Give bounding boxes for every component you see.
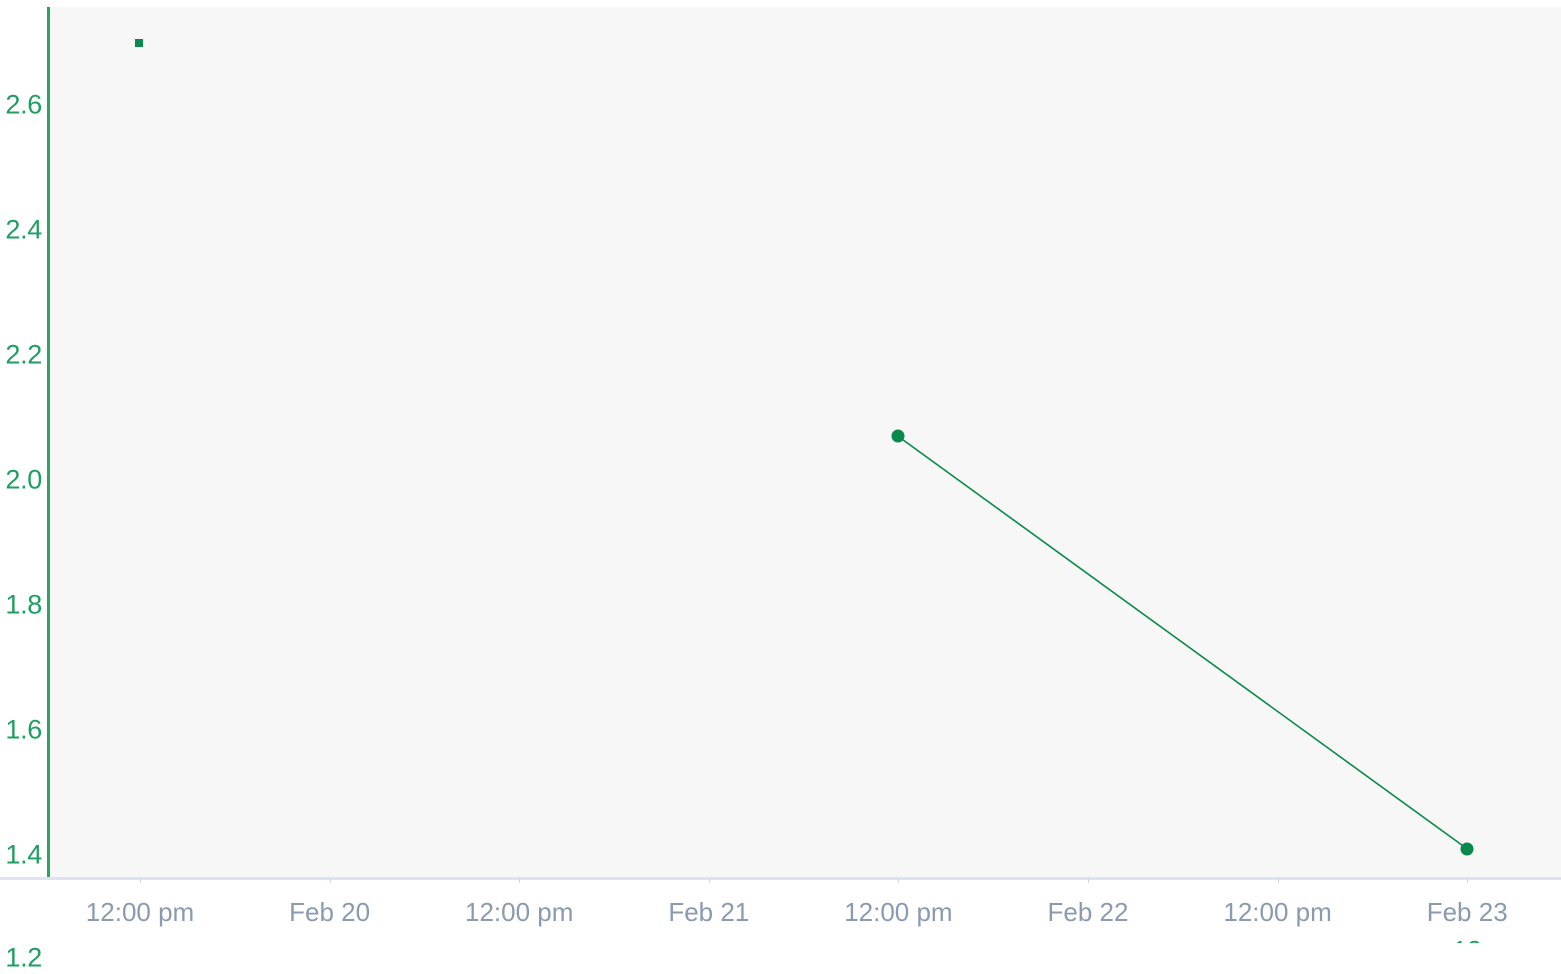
y-axis-tick-label: 2.0 <box>5 464 42 495</box>
line-chart: 2.6 2.4 2.2 2.0 1.8 1.6 1.4 1.2 12:00 pm Feb 20 1… <box>0 7 1561 973</box>
y-axis-tick-label-clipped: 1.2 <box>5 942 42 973</box>
x-axis-tick-label: 12:00 pm <box>464 897 574 927</box>
x-axis-tick-label: 12:00 pm <box>85 897 195 927</box>
x-axis-tick-mark <box>1277 878 1279 883</box>
x-axis-tick-mark <box>329 878 331 883</box>
series-data-point[interactable] <box>1460 842 1474 856</box>
y-axis-tick-label: 2.4 <box>5 214 42 245</box>
plot-area <box>50 7 1561 878</box>
series-data-point[interactable] <box>891 429 905 443</box>
x-axis-tick-label: Feb 22 <box>1047 897 1129 927</box>
y-axis-tick-label: 2.2 <box>5 339 42 370</box>
x-axis-tick-mark <box>1467 878 1469 883</box>
x-axis-tick-label: 12:00 pm <box>1223 897 1332 927</box>
x-axis-tick-label: Feb 23 <box>1426 897 1508 927</box>
x-axis-tick-mark <box>898 878 900 883</box>
x-axis-tick-mark <box>519 878 521 883</box>
x-axis-tick-label: 12:00 pm <box>844 897 953 927</box>
series-data-point[interactable] <box>135 38 143 47</box>
y-axis-tick-label: 1.8 <box>5 589 42 620</box>
x-axis-tick-mark <box>708 878 710 883</box>
y-axis-line <box>47 7 50 878</box>
y-axis-tick-label: 2.6 <box>5 89 42 120</box>
y-axis-tick-label: 1.4 <box>5 839 42 870</box>
x-axis-tick-mark <box>140 878 141 883</box>
x-axis-tick-label: Feb 20 <box>289 897 371 927</box>
y-axis-tick-label: 1.6 <box>5 714 42 745</box>
x-axis-tick-label-clipped: 12 <box>1453 935 1482 943</box>
x-axis-line <box>0 877 1561 880</box>
x-axis-tick-label: Feb 21 <box>668 897 750 927</box>
x-axis-tick-mark <box>1088 878 1089 883</box>
